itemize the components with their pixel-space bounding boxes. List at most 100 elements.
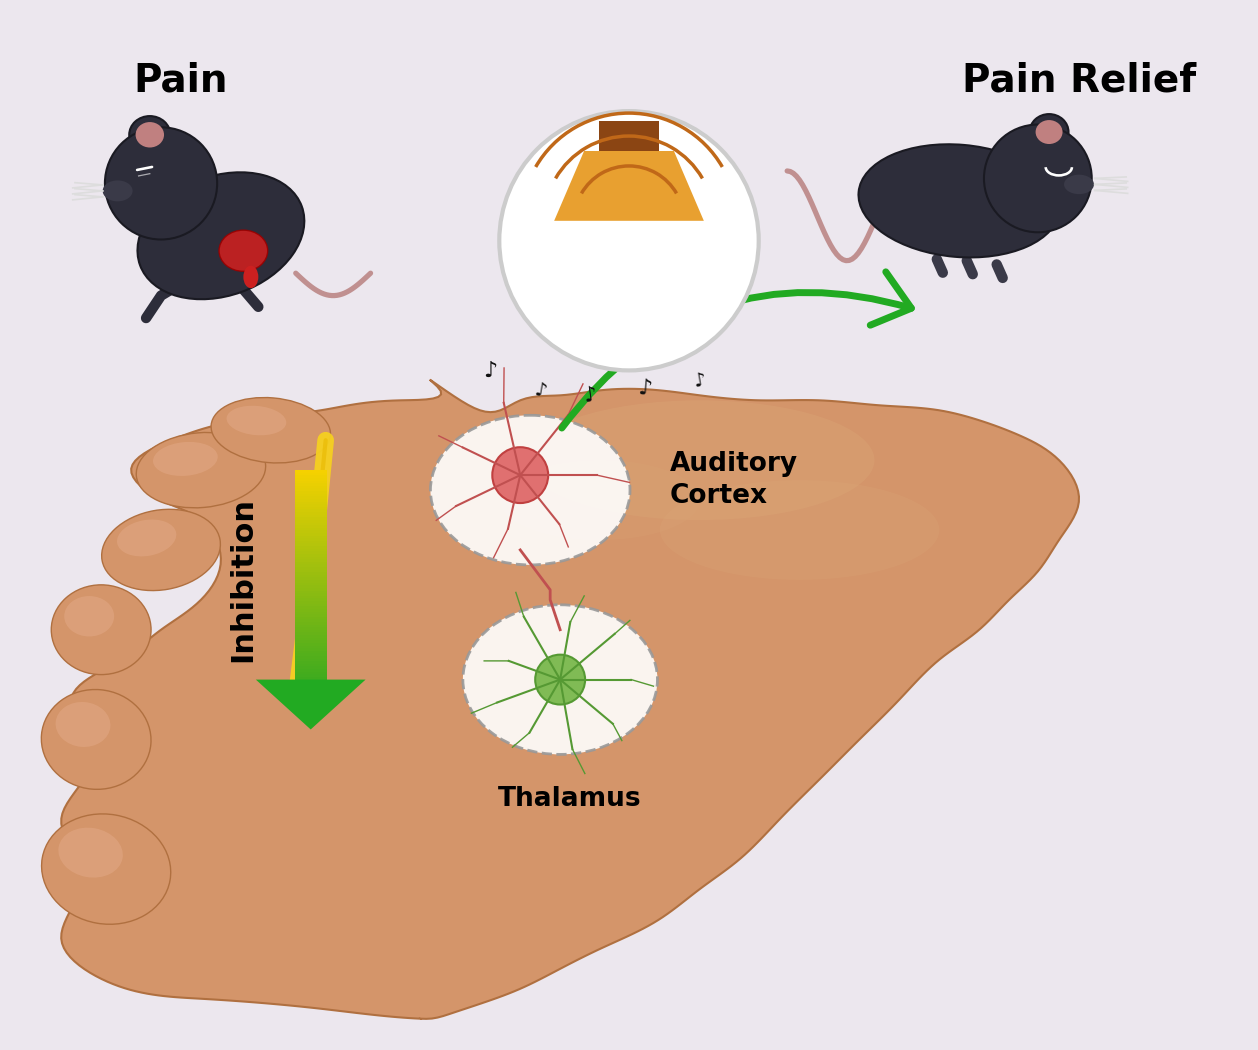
Polygon shape [294,578,327,580]
Polygon shape [294,539,327,541]
Polygon shape [294,562,327,565]
Text: ♪: ♪ [692,370,708,391]
Polygon shape [294,611,327,614]
Polygon shape [294,525,327,528]
Polygon shape [294,523,327,525]
Ellipse shape [660,480,940,580]
Ellipse shape [64,596,114,636]
Ellipse shape [130,117,170,153]
Polygon shape [294,478,327,481]
Ellipse shape [117,520,176,556]
Polygon shape [294,627,327,630]
Polygon shape [294,677,327,679]
Polygon shape [294,567,327,570]
Polygon shape [294,637,327,640]
Ellipse shape [58,827,123,878]
Polygon shape [294,667,327,669]
Polygon shape [294,520,327,523]
Polygon shape [294,476,327,478]
Polygon shape [294,658,327,662]
Polygon shape [294,470,327,473]
Polygon shape [294,672,327,674]
Ellipse shape [137,172,304,299]
Polygon shape [294,588,327,590]
Text: Auditory
Cortex: Auditory Cortex [671,452,798,509]
Ellipse shape [1029,114,1068,150]
Polygon shape [294,504,327,507]
Polygon shape [294,486,327,488]
Text: Inhibition: Inhibition [229,498,258,663]
Polygon shape [294,574,327,578]
Polygon shape [294,551,327,554]
Polygon shape [294,646,327,648]
Ellipse shape [463,605,658,754]
Polygon shape [294,601,327,604]
Text: ♪: ♪ [637,378,653,399]
Ellipse shape [858,144,1060,257]
Text: ♪: ♪ [582,384,598,406]
Polygon shape [294,536,327,539]
Polygon shape [294,509,327,512]
Polygon shape [294,590,327,593]
Polygon shape [294,595,327,598]
FancyArrowPatch shape [562,272,911,428]
Ellipse shape [153,442,218,476]
Polygon shape [555,151,703,220]
Polygon shape [294,664,327,667]
Polygon shape [294,481,327,483]
Text: ♪: ♪ [532,380,548,401]
Polygon shape [294,669,327,672]
Circle shape [535,654,585,705]
Polygon shape [294,556,327,560]
Polygon shape [294,620,327,622]
Polygon shape [294,625,327,627]
Polygon shape [294,598,327,601]
Polygon shape [294,533,327,536]
Text: Pain: Pain [133,61,228,100]
Polygon shape [294,514,327,518]
Polygon shape [294,544,327,546]
Polygon shape [294,518,327,520]
Circle shape [492,447,548,503]
Ellipse shape [1064,174,1094,194]
Polygon shape [294,483,327,486]
Ellipse shape [1035,120,1063,144]
Polygon shape [294,565,327,567]
Ellipse shape [136,122,164,147]
Polygon shape [294,572,327,574]
Polygon shape [294,499,327,502]
Ellipse shape [430,416,630,565]
Polygon shape [294,606,327,609]
Polygon shape [294,648,327,651]
Polygon shape [294,488,327,491]
Polygon shape [294,560,327,562]
Ellipse shape [501,460,699,540]
Polygon shape [294,472,327,476]
Ellipse shape [52,585,151,674]
Ellipse shape [226,405,287,436]
Ellipse shape [243,266,258,288]
Polygon shape [294,494,327,497]
Text: ♪: ♪ [483,360,497,380]
Ellipse shape [55,702,111,747]
Ellipse shape [102,509,220,590]
Circle shape [984,125,1092,232]
Polygon shape [294,580,327,583]
Polygon shape [294,635,327,637]
Polygon shape [294,593,327,595]
Polygon shape [294,541,327,544]
Polygon shape [255,679,366,730]
Polygon shape [294,570,327,572]
Ellipse shape [103,181,132,202]
Text: Thalamus: Thalamus [498,786,642,813]
Polygon shape [294,549,327,551]
Ellipse shape [136,433,265,508]
Ellipse shape [526,400,874,520]
Polygon shape [294,614,327,616]
Polygon shape [294,616,327,619]
Polygon shape [294,512,327,514]
Ellipse shape [42,690,151,790]
Polygon shape [294,632,327,635]
Ellipse shape [211,398,331,463]
Polygon shape [294,640,327,643]
